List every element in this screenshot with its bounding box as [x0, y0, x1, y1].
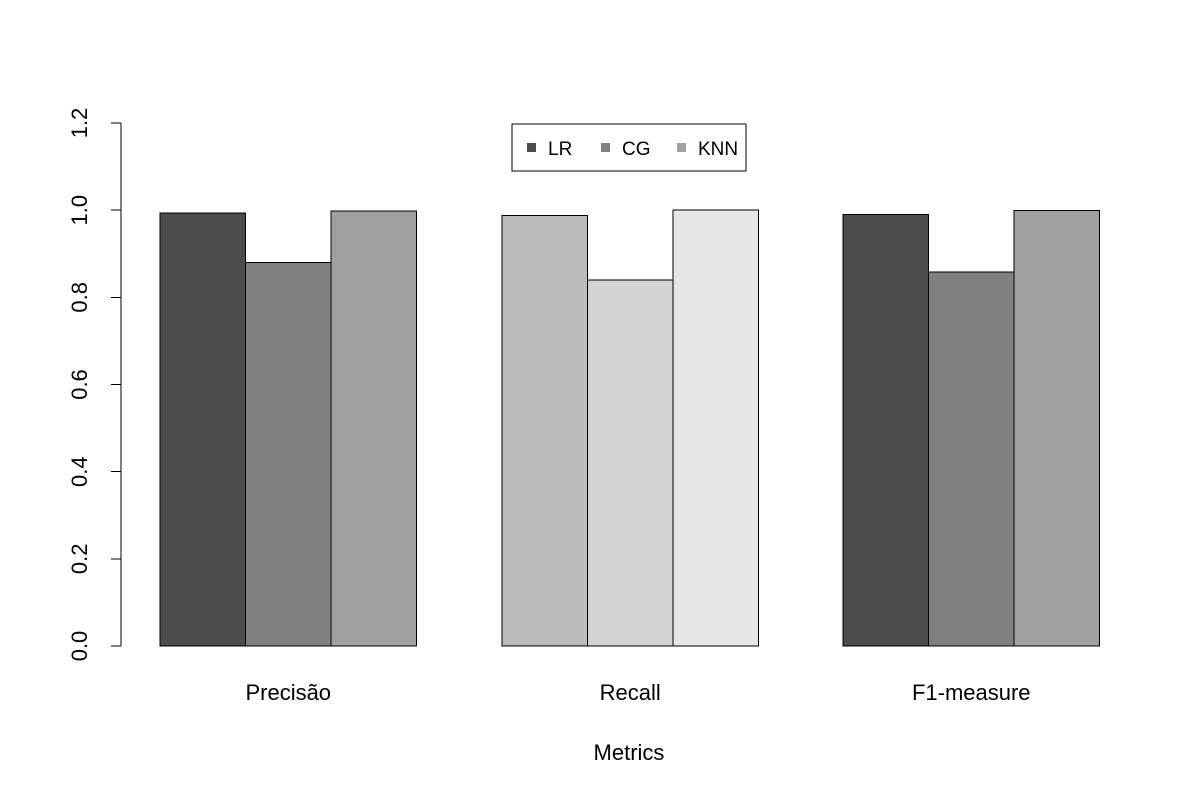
bar-knn-0 [330, 210, 417, 647]
bar-cg-1 [587, 279, 674, 647]
x-category-labels: Precisão Recall F1-measure [245, 680, 1030, 705]
bar-knn-2 [1013, 210, 1100, 647]
x-category-label-1: Recall [600, 680, 661, 705]
y-tick-label-2: 0.4 [67, 456, 92, 487]
legend: LR CG KNN [511, 123, 747, 172]
legend-label-lr: LR [548, 139, 572, 160]
y-axis: 0.0 0.2 0.4 0.6 0.8 1.0 1.2 [67, 108, 122, 662]
bar-lr-1 [501, 214, 588, 647]
y-tick-label-3: 0.6 [67, 369, 92, 400]
y-tick-label-0: 0.0 [67, 631, 92, 662]
bar-lr-0 [159, 212, 246, 647]
bar-cg-2 [928, 271, 1015, 647]
legend-label-cg: CG [622, 139, 651, 160]
bars-layer [159, 209, 1100, 647]
x-axis-title: Metrics [594, 740, 665, 765]
legend-swatch-lr [527, 143, 536, 152]
x-category-label-0: Precisão [245, 680, 331, 705]
y-tick-label-5: 1.0 [67, 195, 92, 226]
y-tick-label-1: 0.2 [67, 544, 92, 575]
legend-swatch-cg [601, 143, 610, 152]
bar-lr-2 [842, 214, 929, 647]
bar-cg-0 [245, 261, 332, 647]
y-tick-label-6: 1.2 [67, 108, 92, 139]
legend-label-knn: KNN [698, 139, 738, 160]
y-tick-label-4: 0.8 [67, 282, 92, 313]
legend-swatch-knn [677, 143, 686, 152]
legend-box [511, 123, 747, 172]
x-category-label-2: F1-measure [912, 680, 1031, 705]
bar-knn-1 [672, 209, 759, 647]
